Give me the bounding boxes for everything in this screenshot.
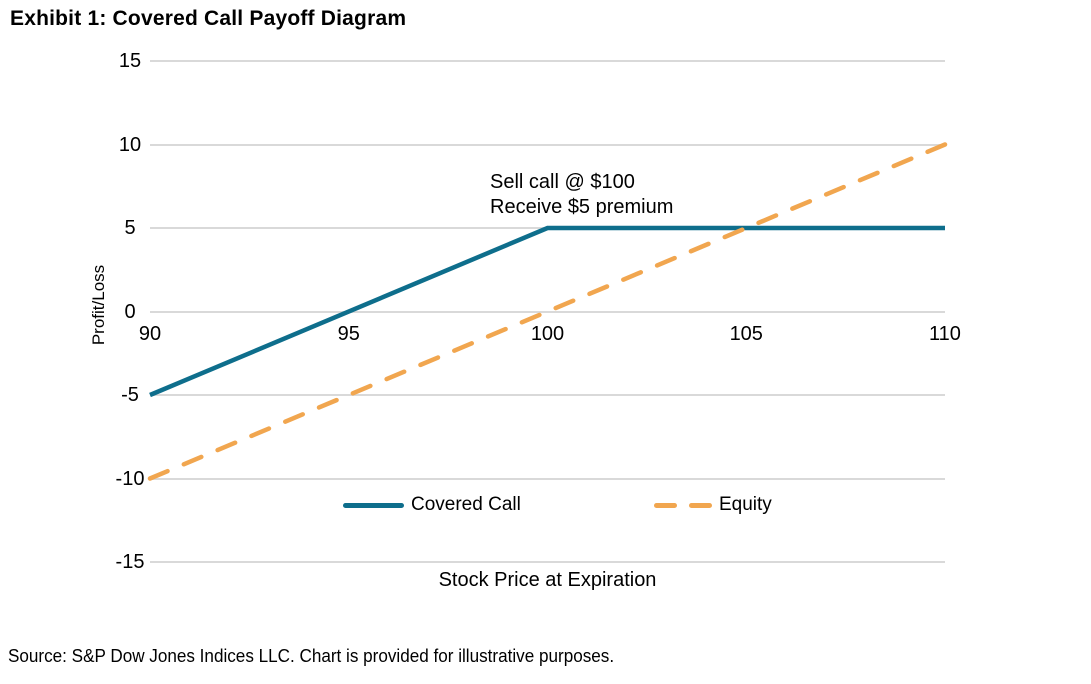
series-line-covered-call <box>149 225 945 398</box>
equity-dash-segment <box>654 502 677 508</box>
covered-call-line-swatch <box>343 502 404 508</box>
gridline-y--5 <box>150 394 945 396</box>
equity-dash-segment <box>689 502 712 508</box>
y-tick-0: 0 <box>124 300 136 323</box>
series-lines <box>147 142 948 481</box>
legend-label-covered-call: Covered Call <box>411 494 521 515</box>
equity-dash-swatch <box>654 502 712 508</box>
gridline-y-0 <box>150 310 945 313</box>
x-tick-105: 105 <box>729 322 763 345</box>
x-tick-110: 110 <box>929 322 961 345</box>
gridline-y-10 <box>150 143 945 146</box>
annotation-line-1: Sell call @ $100 <box>490 171 635 193</box>
y-tick-10: 10 <box>118 133 142 156</box>
gridline-y--15 <box>150 561 945 563</box>
legend-item-covered-call: Covered Call <box>343 493 521 517</box>
y-tick--5: -5 <box>121 384 139 406</box>
y-tick--10: -10 <box>115 467 145 490</box>
gridline-y--10 <box>150 477 945 480</box>
x-tick-95: 95 <box>337 322 360 345</box>
x-tick-100: 100 <box>530 322 565 345</box>
gridline-y-15 <box>150 60 945 62</box>
x-tick-90: 90 <box>138 322 162 345</box>
y-tick--15: -15 <box>115 551 145 573</box>
x-axis-title: Stock Price at Expiration <box>438 569 657 591</box>
plot-area: Sell call @ $100 Receive $5 premium Cove… <box>147 60 948 591</box>
source-note: Source: S&P Dow Jones Indices LLC. Chart… <box>8 646 615 666</box>
annotation-line-2: Receive $5 premium <box>490 196 674 218</box>
annotation: Sell call @ $100 Receive $5 premium <box>490 170 673 220</box>
y-tick-5: 5 <box>124 217 136 239</box>
y-tick-15: 15 <box>118 50 142 72</box>
legend-item-equity: Equity <box>654 493 772 517</box>
chart-title: Exhibit 1: Covered Call Payoff Diagram <box>10 7 407 30</box>
legend-label-equity: Equity <box>719 494 772 515</box>
